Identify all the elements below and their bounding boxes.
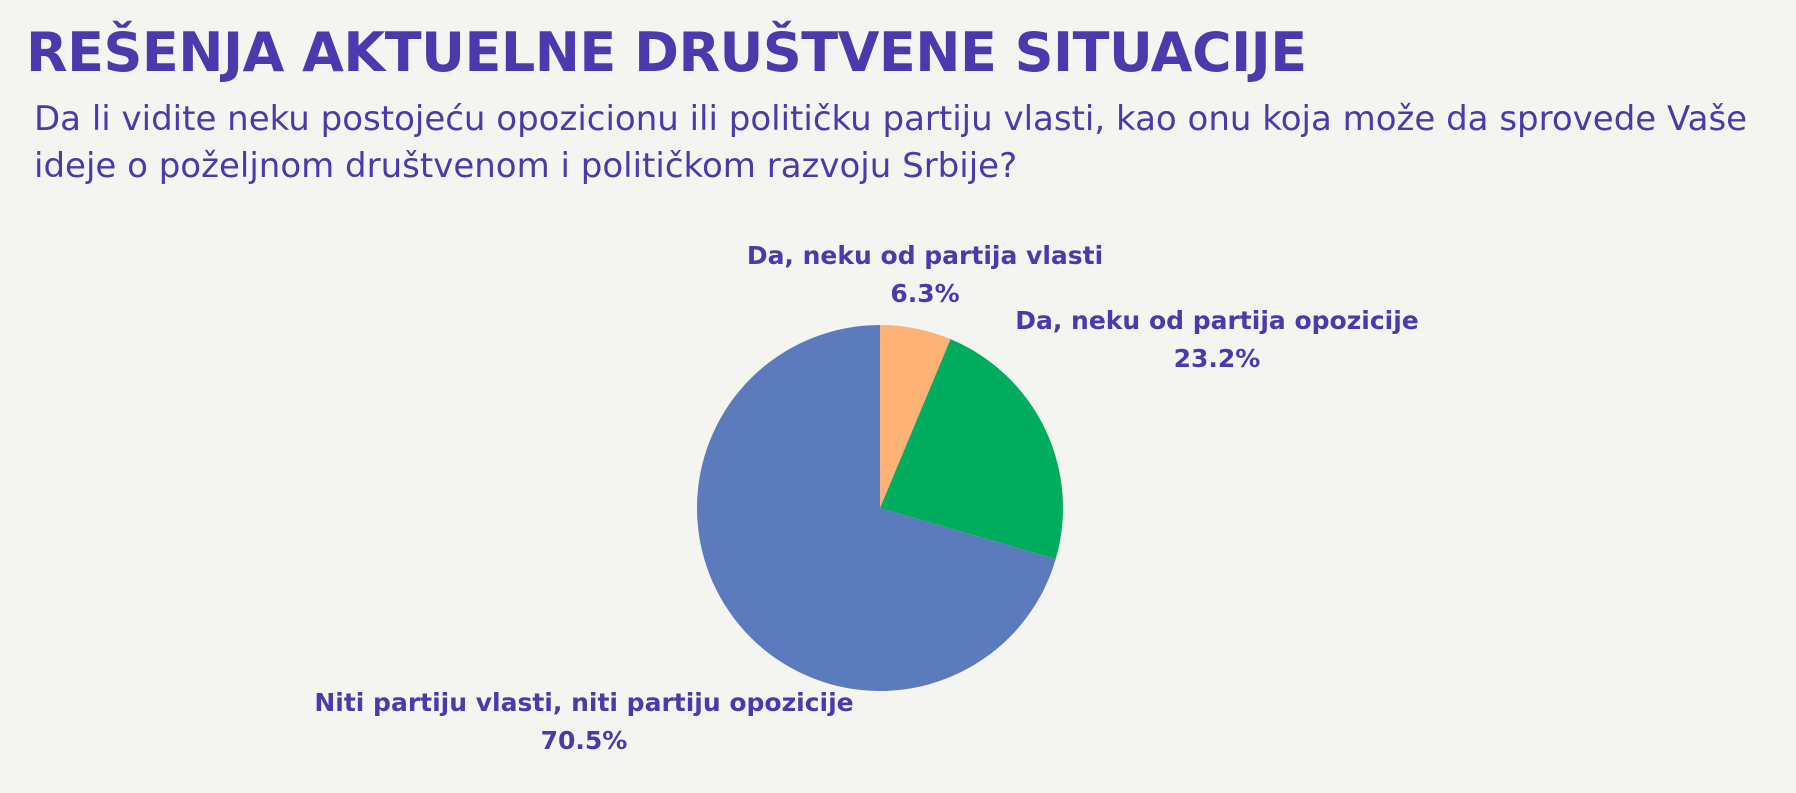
pie-labels: Da, neku od partija vlasti 6.3% Da, neku o… [314,241,1418,755]
slice-niti-jedna-label: Niti partiju vlasti, niti partiju opozic… [314,688,853,717]
slice-partija-opozicije [880,339,1063,560]
slice-partija-opozicije-value: 23.2% [1174,344,1261,373]
slice-niti-jedna-value: 70.5% [541,726,628,755]
pie-slices [696,325,1063,691]
page-title: REŠENJA AKTUELNE DRUŠTVENE SITUACIJE [26,21,1307,84]
slice-partija-opozicije-label: Da, neku od partija opozicije [1015,306,1419,335]
slice-partija-vlasti-label: Da, neku od partija vlasti [747,241,1103,270]
survey-question: Da li vidite neku postojeću opozicionu i… [34,99,1748,186]
slice-niti-jedna [696,325,1056,691]
slice-partija-vlasti [880,325,951,508]
slice-partija-vlasti-value: 6.3% [890,279,959,308]
